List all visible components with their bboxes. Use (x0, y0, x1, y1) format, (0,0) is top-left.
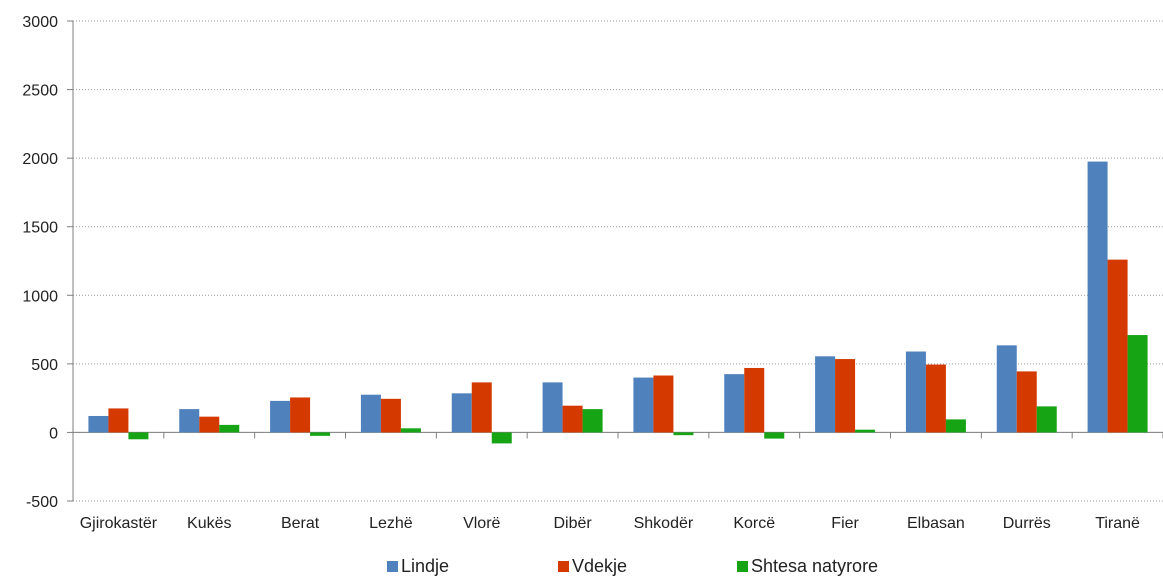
y-tick-label: 500 (31, 357, 58, 374)
bar-shtesa-natyrore (400, 428, 421, 433)
bar-lindje (88, 415, 109, 433)
category-label: Gjirokastër (80, 515, 158, 532)
legend-swatch (558, 561, 569, 572)
bar-shtesa-natyrore (764, 432, 785, 439)
y-tick-label: 1500 (22, 220, 58, 237)
legend-swatch (387, 561, 398, 572)
y-tick-label: 2000 (22, 151, 58, 168)
bar-shtesa-natyrore (855, 429, 876, 433)
bar-shtesa-natyrore (582, 409, 603, 433)
bar-vdekje (744, 367, 765, 433)
bar-vdekje (1016, 371, 1037, 433)
bar-vdekje (562, 405, 583, 433)
bar-lindje (996, 345, 1017, 433)
category-label: Durrës (1003, 515, 1051, 532)
bar-shtesa-natyrore (1127, 335, 1148, 433)
category-label: Kukës (187, 515, 231, 532)
bar-lindje (542, 382, 563, 433)
bar-vdekje (199, 416, 220, 433)
bar-lindje (360, 394, 381, 433)
legend-swatch (737, 561, 748, 572)
y-tick-label: 1000 (22, 288, 58, 305)
bar-lindje (270, 400, 291, 433)
legend-label: Lindje (401, 556, 449, 576)
category-label: Dibër (553, 515, 592, 532)
bar-shtesa-natyrore (128, 432, 149, 440)
bar-vdekje (925, 364, 946, 433)
category-label: Fier (831, 515, 859, 532)
bar-lindje (1087, 161, 1108, 433)
category-label: Lezhë (369, 515, 413, 532)
bar-lindje (451, 393, 472, 433)
category-label: Elbasan (907, 515, 965, 532)
legend-label: Vdekje (572, 556, 627, 576)
category-label: Berat (281, 515, 320, 532)
y-tick-label: 3000 (22, 14, 58, 31)
category-label: Shkodër (634, 515, 694, 532)
category-label: Vlorë (463, 515, 500, 532)
bar-shtesa-natyrore (310, 432, 331, 436)
bar-shtesa-natyrore (491, 432, 512, 444)
category-label: Tiranë (1095, 515, 1140, 532)
bar-vdekje (108, 408, 129, 433)
category-label: Korcë (733, 515, 775, 532)
legend-label: Shtesa natyrore (751, 556, 878, 576)
y-tick-label: -500 (26, 494, 58, 511)
bar-lindje (905, 351, 926, 433)
bar-vdekje (290, 397, 311, 433)
bar-vdekje (653, 375, 674, 433)
bar-shtesa-natyrore (945, 419, 966, 433)
y-tick-label: 0 (49, 425, 58, 442)
bar-shtesa-natyrore (1036, 406, 1057, 433)
bar-vdekje (471, 382, 492, 433)
y-tick-label: 2500 (22, 83, 58, 100)
bar-lindje (179, 409, 200, 433)
bar-shtesa-natyrore (219, 424, 240, 433)
bar-lindje (815, 356, 836, 433)
bar-lindje (724, 374, 745, 433)
bar-vdekje (1107, 259, 1128, 433)
bar-shtesa-natyrore (673, 432, 694, 436)
bar-vdekje (835, 359, 856, 433)
bar-vdekje (380, 398, 401, 433)
bar-lindje (633, 377, 654, 433)
